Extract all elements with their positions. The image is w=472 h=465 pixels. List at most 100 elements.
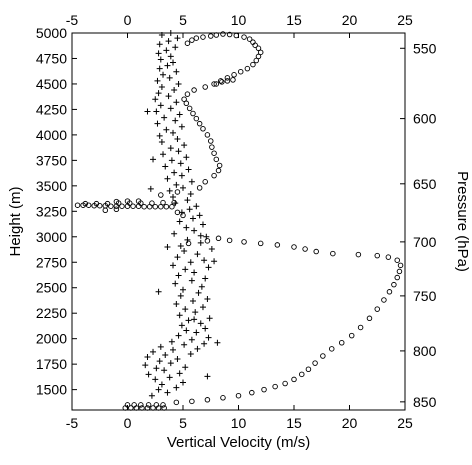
data-point-circle [211, 172, 217, 179]
data-point-circle [374, 252, 381, 259]
data-point-plus [163, 126, 170, 133]
data-point-circle [189, 37, 195, 43]
data-point-circle [246, 36, 253, 42]
data-point-circle [386, 289, 393, 295]
data-point-plus [167, 105, 174, 112]
data-point-circle [158, 203, 164, 210]
pressure-tick-label: 600 [413, 111, 437, 127]
data-point-plus [167, 360, 174, 367]
data-point-circle [207, 33, 214, 39]
data-point-circle [204, 397, 211, 403]
right-y-axis-label: Pressure (hPa) [454, 171, 471, 272]
data-point-circle [357, 324, 364, 331]
data-point-circle [138, 402, 144, 408]
data-point-plus [161, 114, 168, 121]
data-point-plus [172, 44, 179, 51]
data-point-circle [355, 251, 362, 258]
data-point-plus [155, 90, 162, 97]
data-point-circle [158, 192, 164, 198]
data-point-plus [201, 340, 208, 347]
data-point-circle [204, 238, 211, 244]
x-tick-label: 25 [397, 415, 413, 431]
data-point-plus [188, 178, 195, 185]
pressure-tick-label: 650 [413, 176, 437, 192]
data-point-circle [255, 45, 262, 52]
data-point-plus [171, 230, 178, 237]
data-point-circle [250, 61, 256, 68]
data-point-plus [199, 304, 206, 311]
data-point-plus [167, 145, 174, 152]
data-point-circle [219, 79, 225, 85]
data-point-plus [174, 35, 181, 42]
data-point-circle [272, 383, 278, 390]
y-tick-label: 3750 [36, 152, 67, 168]
data-point-circle [215, 167, 222, 174]
data-point-circle [74, 202, 81, 208]
y-tick-label: 3250 [36, 203, 67, 219]
data-point-circle [141, 203, 147, 210]
top-x-tick-label: -5 [66, 12, 79, 28]
data-point-plus [167, 30, 174, 36]
data-point-plus [172, 117, 179, 124]
data-point-circle [257, 49, 264, 56]
data-point-circle [220, 31, 226, 37]
data-point-plus [164, 243, 171, 250]
data-point-plus [163, 47, 170, 54]
data-point-plus [177, 160, 184, 167]
data-point-circle [183, 100, 190, 107]
data-point-plus [155, 288, 162, 295]
data-point-plus [157, 56, 164, 63]
data-point-plus [176, 111, 183, 118]
data-point-plus [144, 354, 151, 361]
data-point-plus [182, 364, 189, 371]
data-point-circle [253, 57, 260, 64]
top-x-tick-label: 20 [342, 12, 358, 28]
data-point-circle [396, 268, 403, 275]
data-point-plus [214, 339, 221, 346]
data-point-circle [184, 40, 191, 46]
data-point-circle [231, 72, 237, 78]
data-point-plus [174, 135, 181, 142]
x-tick-label: 20 [342, 415, 358, 431]
data-point-plus [164, 62, 171, 69]
data-point-circle [215, 235, 222, 242]
data-point-circle [163, 203, 170, 210]
data-point-circle [128, 405, 134, 411]
top-x-tick-label: 5 [179, 12, 187, 28]
data-point-circle [171, 199, 177, 206]
data-point-plus [177, 292, 184, 299]
data-point-circle [113, 206, 120, 213]
data-point-circle [104, 200, 111, 207]
y-tick-label: 2750 [36, 254, 67, 270]
data-point-plus [173, 99, 180, 106]
data-point-plus [155, 386, 162, 393]
pressure-tick-label: 750 [413, 288, 437, 304]
data-point-plus [192, 309, 199, 316]
x-tick-label: -5 [66, 415, 79, 431]
y-axis-label: Height (m) [7, 186, 24, 256]
data-point-plus [161, 367, 168, 374]
data-point-circle [217, 78, 224, 84]
data-point-plus [185, 317, 192, 324]
data-point-circle [196, 120, 203, 127]
data-point-circle [211, 150, 217, 156]
data-point-circle [250, 39, 256, 45]
x-tick-label: 10 [231, 415, 247, 431]
data-point-plus [170, 346, 177, 353]
data-point-circle [85, 202, 92, 208]
data-point-circle [381, 297, 387, 303]
data-point-plus [166, 374, 173, 381]
data-point-plus [196, 212, 203, 219]
data-point-plus [187, 350, 194, 357]
data-point-plus [204, 295, 211, 302]
top-x-tick-label: 15 [286, 12, 302, 28]
data-point-plus [180, 286, 186, 293]
data-point-plus [170, 262, 177, 269]
y-tick-label: 3000 [36, 229, 67, 245]
x-tick-label: 0 [124, 415, 132, 431]
data-point-circle [200, 126, 206, 132]
data-point-circle [366, 315, 373, 322]
data-point-circle [313, 248, 319, 255]
data-point-circle [193, 115, 200, 122]
